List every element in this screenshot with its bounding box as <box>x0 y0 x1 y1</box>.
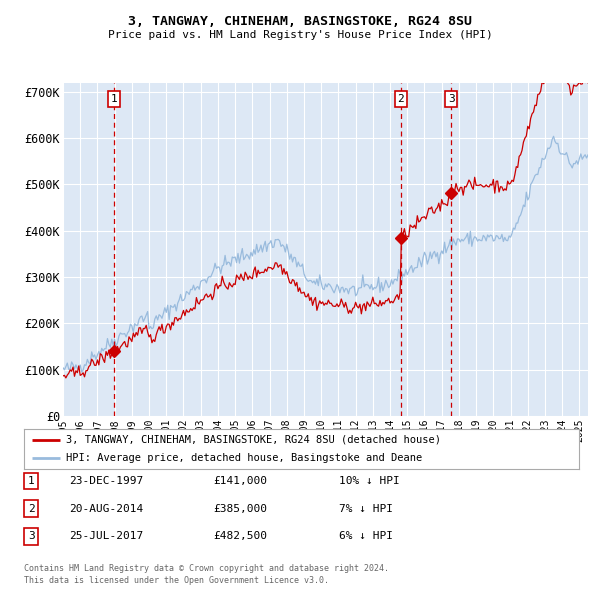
Text: 7% ↓ HPI: 7% ↓ HPI <box>339 504 393 513</box>
Text: 1: 1 <box>111 94 118 104</box>
Text: Contains HM Land Registry data © Crown copyright and database right 2024.: Contains HM Land Registry data © Crown c… <box>24 565 389 573</box>
Text: This data is licensed under the Open Government Licence v3.0.: This data is licensed under the Open Gov… <box>24 576 329 585</box>
Text: 3, TANGWAY, CHINEHAM, BASINGSTOKE, RG24 8SU (detached house): 3, TANGWAY, CHINEHAM, BASINGSTOKE, RG24 … <box>65 435 440 445</box>
Text: 25-JUL-2017: 25-JUL-2017 <box>69 532 143 541</box>
Text: 10% ↓ HPI: 10% ↓ HPI <box>339 476 400 486</box>
Text: 3: 3 <box>448 94 455 104</box>
Text: 3, TANGWAY, CHINEHAM, BASINGSTOKE, RG24 8SU: 3, TANGWAY, CHINEHAM, BASINGSTOKE, RG24 … <box>128 15 472 28</box>
Text: 2: 2 <box>398 94 404 104</box>
Text: 1: 1 <box>28 476 35 486</box>
Text: 20-AUG-2014: 20-AUG-2014 <box>69 504 143 513</box>
Text: £385,000: £385,000 <box>213 504 267 513</box>
Text: Price paid vs. HM Land Registry's House Price Index (HPI): Price paid vs. HM Land Registry's House … <box>107 30 493 40</box>
Text: £141,000: £141,000 <box>213 476 267 486</box>
Text: 3: 3 <box>28 532 35 541</box>
Text: 23-DEC-1997: 23-DEC-1997 <box>69 476 143 486</box>
Text: £482,500: £482,500 <box>213 532 267 541</box>
Text: 2: 2 <box>28 504 35 513</box>
Text: 6% ↓ HPI: 6% ↓ HPI <box>339 532 393 541</box>
Text: HPI: Average price, detached house, Basingstoke and Deane: HPI: Average price, detached house, Basi… <box>65 453 422 463</box>
